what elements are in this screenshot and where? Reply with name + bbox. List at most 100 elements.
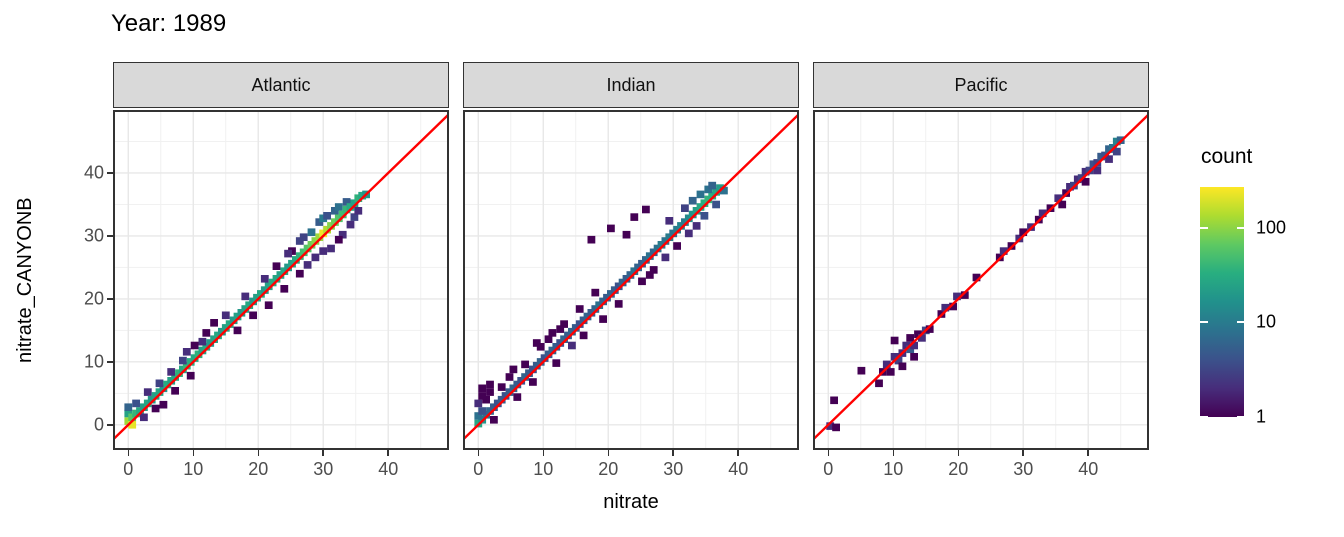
- bin: [334, 235, 343, 244]
- bin: [918, 334, 926, 342]
- bin: [571, 324, 580, 332]
- bin: [638, 277, 646, 286]
- bin: [529, 365, 537, 374]
- panel-border: [813, 110, 1149, 450]
- x-tick-label: 20: [248, 459, 269, 479]
- bin: [906, 345, 915, 354]
- legend-colorbar-tick: [1237, 415, 1244, 417]
- facet-strip-atlantic: Atlantic: [113, 62, 449, 108]
- bin: [960, 291, 969, 299]
- x-tick-mark: [322, 450, 324, 456]
- bin: [354, 207, 363, 215]
- bin: [548, 329, 557, 337]
- x-tick-label: 40: [728, 459, 749, 479]
- bin: [505, 373, 514, 381]
- bin: [319, 247, 328, 255]
- x-tick-label: 10: [883, 459, 904, 479]
- bin: [509, 365, 518, 374]
- bin: [124, 409, 133, 418]
- bin: [501, 392, 510, 400]
- bin: [894, 356, 903, 365]
- bin: [712, 200, 720, 209]
- bin: [186, 358, 195, 366]
- bin: [649, 266, 658, 274]
- bin: [692, 207, 701, 215]
- x-tick-mark: [542, 450, 544, 456]
- y-tick-mark: [107, 235, 113, 237]
- bin: [478, 384, 487, 393]
- bin: [1054, 194, 1063, 202]
- bin: [665, 217, 674, 225]
- bin: [720, 186, 728, 195]
- legend-colorbar-tick: [1237, 321, 1244, 324]
- bin: [890, 353, 899, 361]
- bin: [509, 384, 518, 393]
- panel-border: [463, 110, 799, 450]
- bin: [331, 207, 339, 215]
- x-tick-mark: [892, 450, 894, 456]
- x-tick-label: 0: [823, 459, 834, 479]
- panel-pacific: [813, 110, 1149, 450]
- bin: [910, 353, 918, 361]
- bin: [186, 371, 195, 380]
- x-tick-label: 20: [598, 459, 619, 479]
- bin: [179, 356, 187, 365]
- bin: [568, 341, 576, 350]
- bin: [151, 392, 160, 400]
- bin: [521, 373, 529, 381]
- facet-strip-label: Pacific: [954, 74, 1008, 95]
- bin: [591, 288, 600, 297]
- bin: [497, 383, 506, 391]
- bin: [575, 320, 584, 328]
- bin: [692, 222, 701, 230]
- y-tick-label: 0: [93, 414, 104, 435]
- bin: [221, 311, 230, 320]
- bin: [953, 292, 961, 301]
- bin: [249, 311, 257, 320]
- y-tick-label: 10: [83, 351, 104, 372]
- bin: [673, 225, 681, 234]
- bin: [159, 384, 168, 393]
- bin: [198, 346, 207, 355]
- bin: [595, 301, 604, 309]
- bin: [941, 303, 950, 312]
- bin: [288, 247, 296, 255]
- facet-strip-label: Atlantic: [251, 74, 311, 95]
- x-tick-label: 0: [473, 459, 484, 479]
- bin: [497, 395, 506, 404]
- y-tick-label: 30: [83, 225, 104, 246]
- bin: [1093, 166, 1102, 175]
- x-tick-label: 0: [123, 459, 134, 479]
- bin: [171, 387, 179, 395]
- bin: [241, 292, 250, 301]
- bin: [1019, 228, 1028, 236]
- bin: [132, 409, 140, 418]
- bin: [830, 396, 838, 405]
- x-tick-mark: [1022, 450, 1024, 456]
- bin: [202, 329, 211, 337]
- bin: [579, 316, 588, 325]
- bin: [292, 256, 300, 264]
- bin: [1081, 178, 1090, 186]
- bin: [681, 218, 689, 226]
- bin: [490, 403, 498, 411]
- x-tick-mark: [477, 450, 480, 456]
- bin: [556, 325, 565, 333]
- x-tick-label: 40: [378, 459, 399, 479]
- bin: [1038, 209, 1047, 218]
- identity-line: [463, 112, 799, 442]
- legend-colorbar-tick: [1200, 226, 1208, 229]
- panel-atlantic: [113, 110, 449, 450]
- x-tick-label: 20: [948, 459, 969, 479]
- bin: [260, 275, 269, 283]
- x-tick-mark: [1087, 450, 1089, 456]
- bin: [1112, 147, 1121, 156]
- bin: [486, 388, 494, 396]
- bin: [544, 335, 553, 343]
- bin: [556, 339, 565, 347]
- y-tick-mark: [107, 424, 113, 426]
- plot-title: Year: 1989: [111, 10, 227, 37]
- y-axis-title: nitrate_CANYONB: [14, 197, 36, 363]
- bin: [124, 403, 133, 411]
- bin: [999, 247, 1008, 255]
